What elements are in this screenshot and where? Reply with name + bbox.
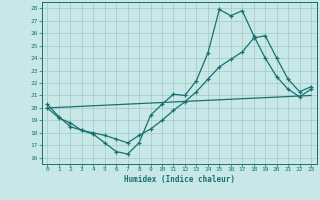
X-axis label: Humidex (Indice chaleur): Humidex (Indice chaleur) [124,175,235,184]
